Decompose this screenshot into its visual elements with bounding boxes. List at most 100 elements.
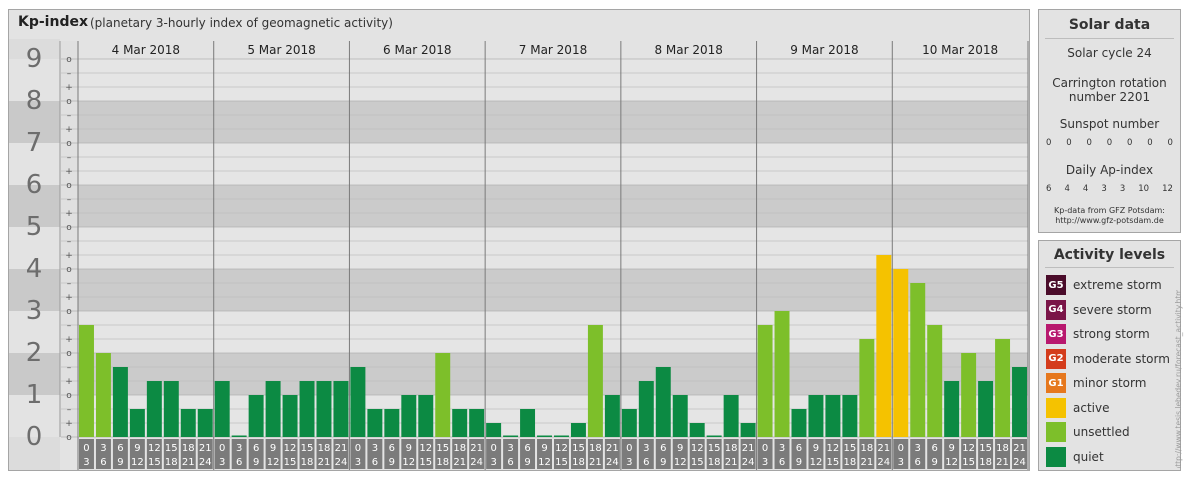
kp-band-6 — [78, 143, 1028, 185]
activity-level-item: G3 strong storm — [1046, 324, 1176, 344]
x-interval-start: 18 — [725, 443, 738, 454]
kp-bar — [774, 311, 790, 437]
sunspot-value: 0 — [1066, 138, 1072, 148]
activity-level-label: unsettled — [1073, 425, 1130, 439]
kp-bar — [299, 381, 315, 437]
kp-bar — [435, 353, 451, 437]
x-interval-cell — [265, 439, 281, 469]
x-interval-start: 0 — [83, 443, 89, 454]
activity-level-label: moderate storm — [1073, 351, 1170, 366]
carrington-line-1: Carrington rotation — [1052, 76, 1167, 90]
x-interval-start: 21 — [470, 443, 483, 454]
x-interval-cell — [723, 439, 739, 469]
kp-bar — [723, 395, 739, 437]
ap-value: 12 — [1162, 184, 1173, 194]
x-interval-end: 21 — [996, 457, 1009, 468]
watermark: http://www.tesis.lebedev.ru/forecast_act… — [1174, 290, 1183, 468]
x-interval-cell — [180, 439, 196, 469]
x-interval-cell — [418, 439, 434, 469]
ap-value: 3 — [1119, 184, 1126, 194]
kp-bar — [231, 435, 247, 437]
x-interval-cell — [401, 439, 417, 469]
kp-bar — [910, 282, 926, 437]
kp-bar — [944, 381, 960, 437]
x-interval-end: 18 — [979, 457, 992, 468]
x-interval-cell — [248, 439, 264, 469]
kp-bar — [1012, 366, 1027, 437]
x-interval-cell — [587, 439, 603, 469]
day-label: 8 Mar 2018 — [654, 43, 722, 57]
x-interval-cell — [706, 439, 722, 469]
y-strip-band-3 — [9, 269, 60, 311]
kp-band-3 — [78, 269, 1028, 311]
x-interval-cell — [570, 439, 586, 469]
x-interval-start: 0 — [219, 443, 225, 454]
chart-bands — [9, 39, 1029, 470]
kp-bar — [486, 423, 502, 437]
credit-link[interactable]: http://www.gfz-potsdam.de — [1055, 216, 1164, 225]
x-interval-end: 9 — [660, 457, 666, 468]
sunspot-value: 0 — [1127, 138, 1133, 148]
x-interval-cell — [129, 439, 145, 469]
kp-band-4 — [78, 227, 1028, 269]
y-major-label: 8 — [26, 86, 43, 116]
activity-level-label: severe storm — [1073, 302, 1152, 317]
sunspot-heading: Sunspot number — [1059, 117, 1160, 131]
ap-value: 6 — [1046, 184, 1052, 194]
x-interval-end: 18 — [708, 457, 721, 468]
activity-level-swatch: G4 — [1046, 299, 1066, 320]
x-interval-end: 18 — [844, 457, 857, 468]
y-strip-band-6 — [9, 143, 60, 185]
x-interval-start: 15 — [165, 443, 178, 454]
x-interval-end: 15 — [962, 457, 975, 468]
x-interval-start: 6 — [117, 443, 123, 454]
x-interval-end: 12 — [945, 457, 958, 468]
credit-line-1: Kp-data from GFZ Potsdam: — [1054, 206, 1165, 215]
x-interval-end: 24 — [742, 457, 755, 468]
ap-value: 4 — [1082, 184, 1089, 194]
sunspot-value: 0 — [1167, 138, 1173, 148]
x-interval-cell — [910, 439, 926, 469]
x-interval-start: 9 — [134, 443, 140, 454]
activity-level-label: extreme storm — [1073, 278, 1162, 292]
activity-level-label: active — [1073, 400, 1110, 415]
x-interval-start: 3 — [100, 443, 106, 454]
x-interval-cell — [197, 439, 213, 469]
activity-level-item: G4 severe storm — [1046, 299, 1176, 320]
x-interval-end: 21 — [182, 457, 195, 468]
kp-bar — [740, 423, 756, 437]
activity-level-label: minor storm — [1073, 376, 1147, 390]
x-interval-end: 24 — [199, 457, 212, 468]
x-interval-start: 15 — [708, 443, 721, 454]
x-interval-cell — [299, 439, 315, 469]
x-interval-start: 12 — [691, 443, 704, 454]
x-interval-end: 21 — [318, 457, 331, 468]
x-interval-start: 12 — [962, 443, 975, 454]
sunspot-value: 0 — [1046, 138, 1052, 148]
x-interval-end: 6 — [372, 457, 378, 468]
x-interval-end: 15 — [284, 457, 297, 468]
x-interval-cell — [231, 439, 247, 469]
x-interval-end: 15 — [691, 457, 704, 468]
y-strip-band-5 — [9, 185, 60, 227]
x-interval-end: 3 — [762, 457, 768, 468]
x-interval-cell — [1012, 439, 1027, 469]
kp-bar — [503, 435, 519, 437]
y-minor-label: o — [66, 139, 72, 149]
watermark-text: http://www.tesis.lebedev.ru/forecast_act… — [1174, 290, 1183, 468]
ap-values: 6 4 4 3 3 10 12 — [1046, 184, 1173, 194]
x-interval-start: 12 — [555, 443, 568, 454]
activity-level-item: G1 minor storm — [1046, 373, 1176, 393]
activity-level-item: G2 moderate storm — [1046, 348, 1176, 369]
x-interval-cell — [842, 439, 858, 469]
x-interval-cell — [791, 439, 807, 469]
x-interval-end: 12 — [674, 457, 687, 468]
activity-level-swatch: G3 — [1046, 324, 1066, 344]
x-interval-cell — [893, 439, 909, 469]
x-interval-start: 6 — [253, 443, 259, 454]
x-interval-start: 9 — [541, 443, 547, 454]
x-interval-start: 18 — [589, 443, 602, 454]
x-interval-end: 21 — [589, 457, 602, 468]
x-interval-end: 3 — [219, 457, 225, 468]
